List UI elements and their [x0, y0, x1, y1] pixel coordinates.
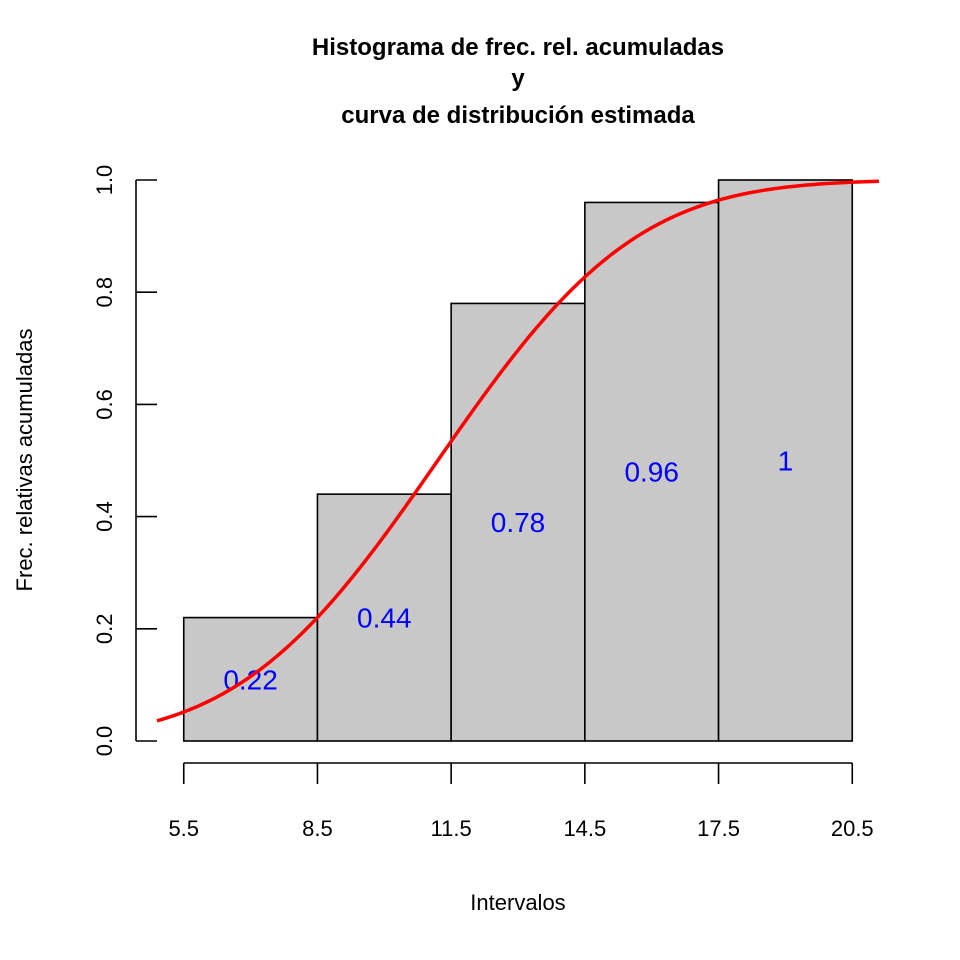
x-axis: 5.5 8.5 11.5 14.5 17.5 20.5	[168, 762, 874, 841]
x-tick-label: 20.5	[831, 816, 874, 841]
x-tick-label: 8.5	[302, 816, 333, 841]
x-axis-label: Intervalos	[470, 890, 565, 915]
x-tick-label: 17.5	[697, 816, 740, 841]
distribution-curve-layer	[156, 179, 880, 723]
histogram-bar	[450, 302, 586, 742]
y-tick-label: 0.2	[92, 614, 117, 645]
y-axis: 0.0 0.2 0.4 0.6 0.8 1.0	[92, 165, 157, 757]
histogram-bars	[182, 179, 854, 742]
bar-value-label: 1	[778, 446, 794, 477]
bar-value-label: 0.78	[491, 507, 546, 538]
distribution-curve	[156, 179, 880, 723]
histogram-bar	[717, 179, 854, 742]
y-axis-label: Frec. relativas acumuladas	[12, 329, 37, 592]
y-tick-label: 0.4	[92, 501, 117, 532]
chart-title-line-1: Histograma de frec. rel. acumuladas	[312, 34, 724, 61]
y-tick-label: 0.6	[92, 389, 117, 420]
chart-title-line-2: y	[511, 65, 525, 92]
chart-title-line-3: curva de distribución estimada	[341, 102, 695, 129]
y-tick-label: 1.0	[92, 165, 117, 196]
y-tick-label: 0.0	[92, 726, 117, 757]
x-tick-label: 14.5	[563, 816, 606, 841]
histogram-bar	[584, 201, 720, 742]
y-tick-label: 0.8	[92, 277, 117, 308]
x-tick-label: 11.5	[431, 816, 472, 841]
bar-value-label: 0.96	[624, 457, 679, 488]
x-tick-label: 5.5	[168, 816, 199, 841]
bar-value-labels: 0.220.440.780.96 1	[223, 446, 793, 696]
bar-value-label: 0.44	[357, 603, 412, 634]
